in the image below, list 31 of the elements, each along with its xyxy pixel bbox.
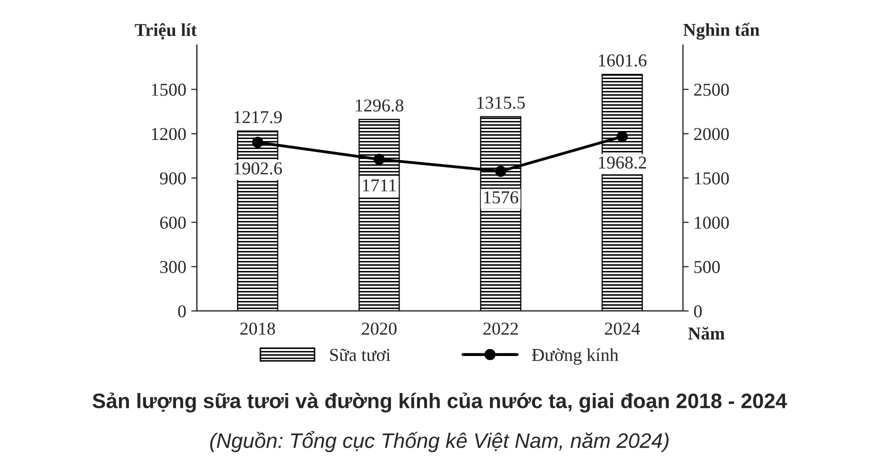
data-label: 1902.6 — [234, 162, 282, 175]
y2-tick-label: 2000 — [694, 128, 729, 140]
y2-tick-label: 1500 — [694, 172, 729, 184]
y-tick-label: 900 — [160, 172, 186, 184]
y-tick-label: 600 — [160, 216, 186, 229]
y-tick-label: 1200 — [152, 128, 186, 140]
y-tick-label: 1500 — [152, 84, 186, 96]
data-label: 1601.6 — [598, 54, 647, 67]
legend-label: Đường kính — [532, 348, 618, 365]
text: (Nguồn: Tổng cục Thống kê Việt Nam, năm 2024) — [210, 431, 669, 452]
y2-tick-label: 0 — [694, 305, 702, 318]
y-tick-label: 0 — [178, 305, 186, 318]
x-axis-title: Năm — [688, 326, 725, 340]
data-label: 1296.8 — [356, 99, 404, 112]
y2-tick-label: 1000 — [694, 216, 729, 229]
legend-label: Sữa tươi — [330, 348, 390, 362]
y2-tick-label: 2500 — [694, 84, 729, 96]
y2-tick-label: 500 — [694, 260, 720, 274]
data-label: 1711 — [363, 179, 396, 192]
data-label: 1315.5 — [477, 96, 525, 109]
data-label: 1968.2 — [598, 156, 646, 169]
y-tick-label: 300 — [160, 260, 186, 274]
data-label: 1217.9 — [234, 111, 282, 124]
x-tick-label: 2022 — [483, 322, 518, 335]
y2-axis-title: Nghìn tấn — [683, 22, 760, 40]
x-tick-label: 2024 — [604, 322, 640, 335]
y-axis-title: Triệu lít — [134, 23, 197, 40]
x-tick-label: 2020 — [362, 322, 397, 335]
x-tick-label: 2018 — [240, 322, 276, 335]
data-label: 1576 — [484, 191, 518, 204]
text: Sản lượng sữa tươi và đường kính của nước ta, giai đoạn 2018 - 2024 — [92, 392, 787, 412]
